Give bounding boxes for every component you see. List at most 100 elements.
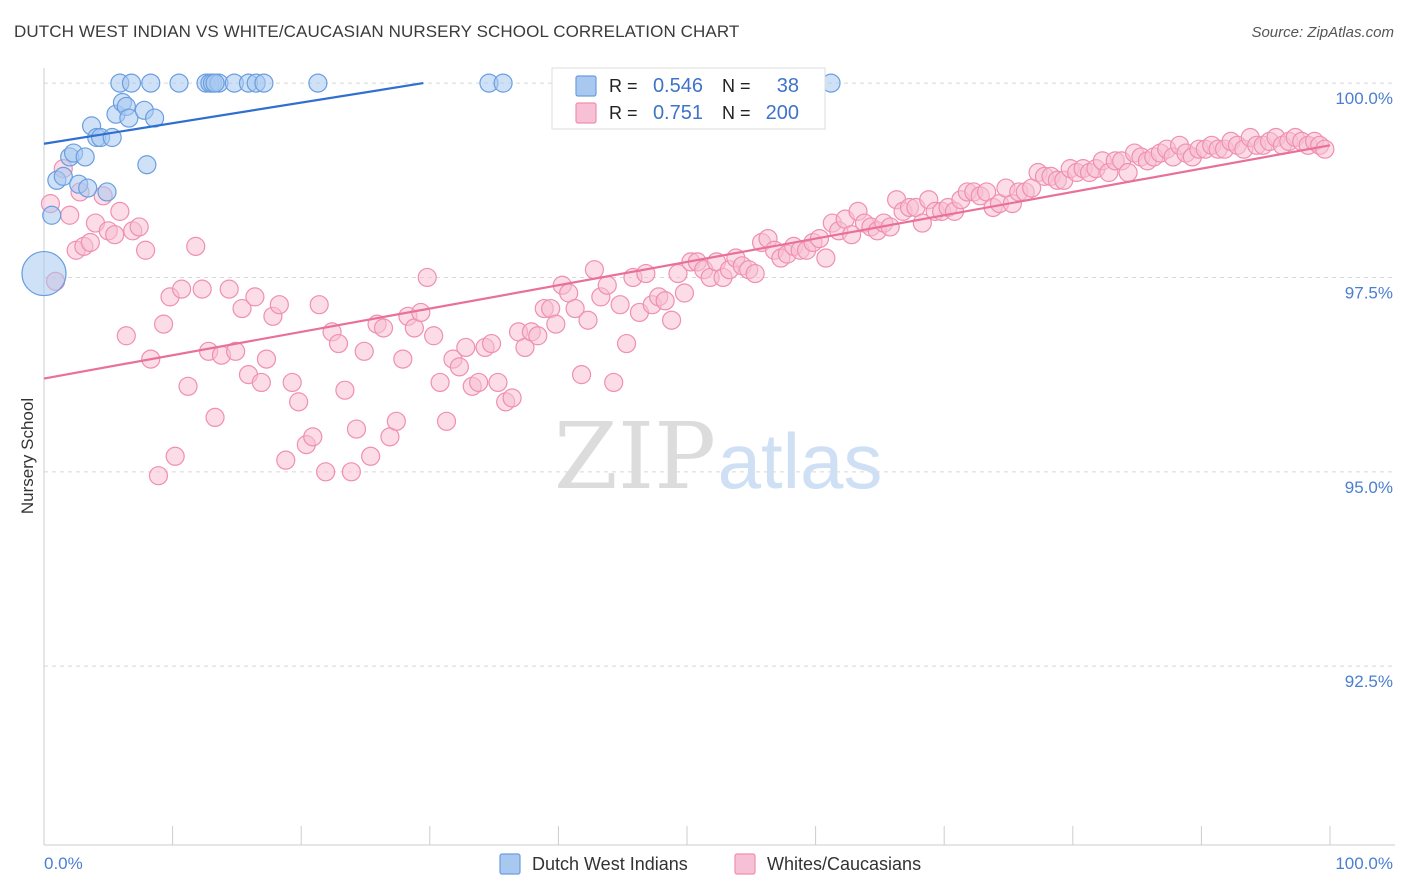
stats-legend-box	[551, 67, 826, 130]
data-point	[816, 248, 836, 268]
tick-labels: 100.0% 97.5% 95.0% 92.5% 0.0% 100.0%	[44, 89, 1393, 873]
chart-title: DUTCH WEST INDIAN VS WHITE/CAUCASIAN NUR…	[14, 22, 740, 41]
legend-r-value: 0.546	[653, 75, 703, 97]
data-point	[308, 73, 328, 93]
trend-line	[43, 144, 1331, 380]
data-point	[42, 205, 62, 225]
legend-label: Dutch West Indians	[532, 854, 688, 874]
data-point	[256, 349, 277, 369]
data-point	[105, 225, 125, 245]
trend-lines	[43, 82, 1331, 380]
data-point	[186, 236, 206, 256]
data-point	[119, 108, 139, 128]
source-label: Source: ZipAtlas.com	[1251, 24, 1394, 41]
data-point	[571, 365, 592, 385]
data-point	[282, 372, 302, 393]
data-point	[328, 333, 349, 354]
watermark-atlas: atlas	[718, 417, 883, 505]
data-point	[303, 427, 323, 447]
data-point	[604, 372, 624, 393]
data-point	[316, 462, 336, 482]
data-point	[192, 279, 212, 299]
data-point	[75, 147, 95, 167]
legend-n-label: N =	[722, 103, 751, 123]
y-tick-label: 95.0%	[1345, 478, 1393, 497]
data-point	[153, 314, 174, 334]
data-point	[565, 298, 585, 319]
data-point	[53, 166, 73, 186]
legend-label: Whites/Caucasians	[767, 854, 921, 874]
legend-swatch	[734, 853, 756, 875]
data-point	[493, 73, 513, 93]
data-point	[289, 392, 309, 412]
data-point	[148, 466, 169, 486]
data-point	[436, 411, 457, 431]
data-point	[745, 263, 765, 284]
data-point	[528, 326, 548, 346]
data-point	[276, 450, 296, 470]
data-point	[269, 295, 289, 315]
data-point	[354, 341, 374, 361]
data-point	[481, 333, 502, 354]
y-tick-label: 92.5%	[1345, 672, 1393, 691]
data-point	[205, 407, 225, 428]
legend-n-value: 38	[777, 75, 799, 97]
data-point	[456, 337, 476, 358]
data-point	[226, 341, 246, 361]
data-point	[245, 287, 265, 307]
data-point	[232, 298, 252, 319]
x-tick-label-min: 0.0%	[44, 854, 83, 873]
data-point	[546, 314, 566, 334]
legend-n-label: N =	[722, 76, 751, 96]
data-point	[172, 279, 192, 299]
data-point	[488, 372, 508, 393]
data-point	[616, 333, 637, 354]
data-point	[169, 73, 189, 93]
data-point	[254, 73, 274, 93]
data-point	[60, 205, 80, 225]
data-point	[610, 295, 630, 315]
data-point	[309, 295, 329, 315]
data-point	[417, 267, 437, 288]
data-point	[78, 178, 98, 198]
data-point	[661, 310, 682, 330]
watermark: ZIP atlas	[554, 403, 882, 510]
stats-legend: R = 0.546 N = 38 R = 0.751 N = 200	[551, 67, 826, 130]
y-tick-label: 97.5%	[1345, 283, 1393, 302]
data-point	[1118, 162, 1138, 183]
legend-r-label: R =	[609, 76, 638, 96]
legend-swatch	[499, 853, 521, 875]
data-point	[165, 446, 185, 466]
data-point	[1315, 139, 1335, 159]
data-point	[373, 318, 394, 338]
data-point	[251, 372, 271, 393]
data-point	[341, 462, 361, 482]
legend-r-label: R =	[609, 103, 638, 123]
data-point	[674, 283, 695, 303]
data-point	[393, 349, 413, 369]
data-point	[655, 291, 675, 311]
data-point	[110, 201, 130, 221]
data-point	[502, 388, 522, 408]
data-point	[205, 73, 225, 93]
data-point	[135, 240, 156, 260]
legend-n-value: 200	[766, 102, 799, 124]
trend-line	[43, 82, 424, 145]
data-point	[361, 446, 381, 466]
data-point	[346, 419, 367, 439]
data-point	[449, 357, 469, 377]
data-point	[597, 275, 617, 295]
x-tick-label-max: 100.0%	[1335, 854, 1393, 873]
data-point	[97, 182, 117, 202]
data-point	[80, 232, 100, 253]
data-point	[469, 372, 489, 393]
data-point	[219, 279, 239, 299]
watermark-zip: ZIP	[554, 403, 716, 510]
data-point	[116, 326, 136, 346]
data-point	[141, 73, 161, 93]
data-point	[137, 155, 157, 175]
data-point	[121, 73, 142, 93]
data-point	[335, 380, 355, 400]
data-point	[129, 217, 149, 237]
